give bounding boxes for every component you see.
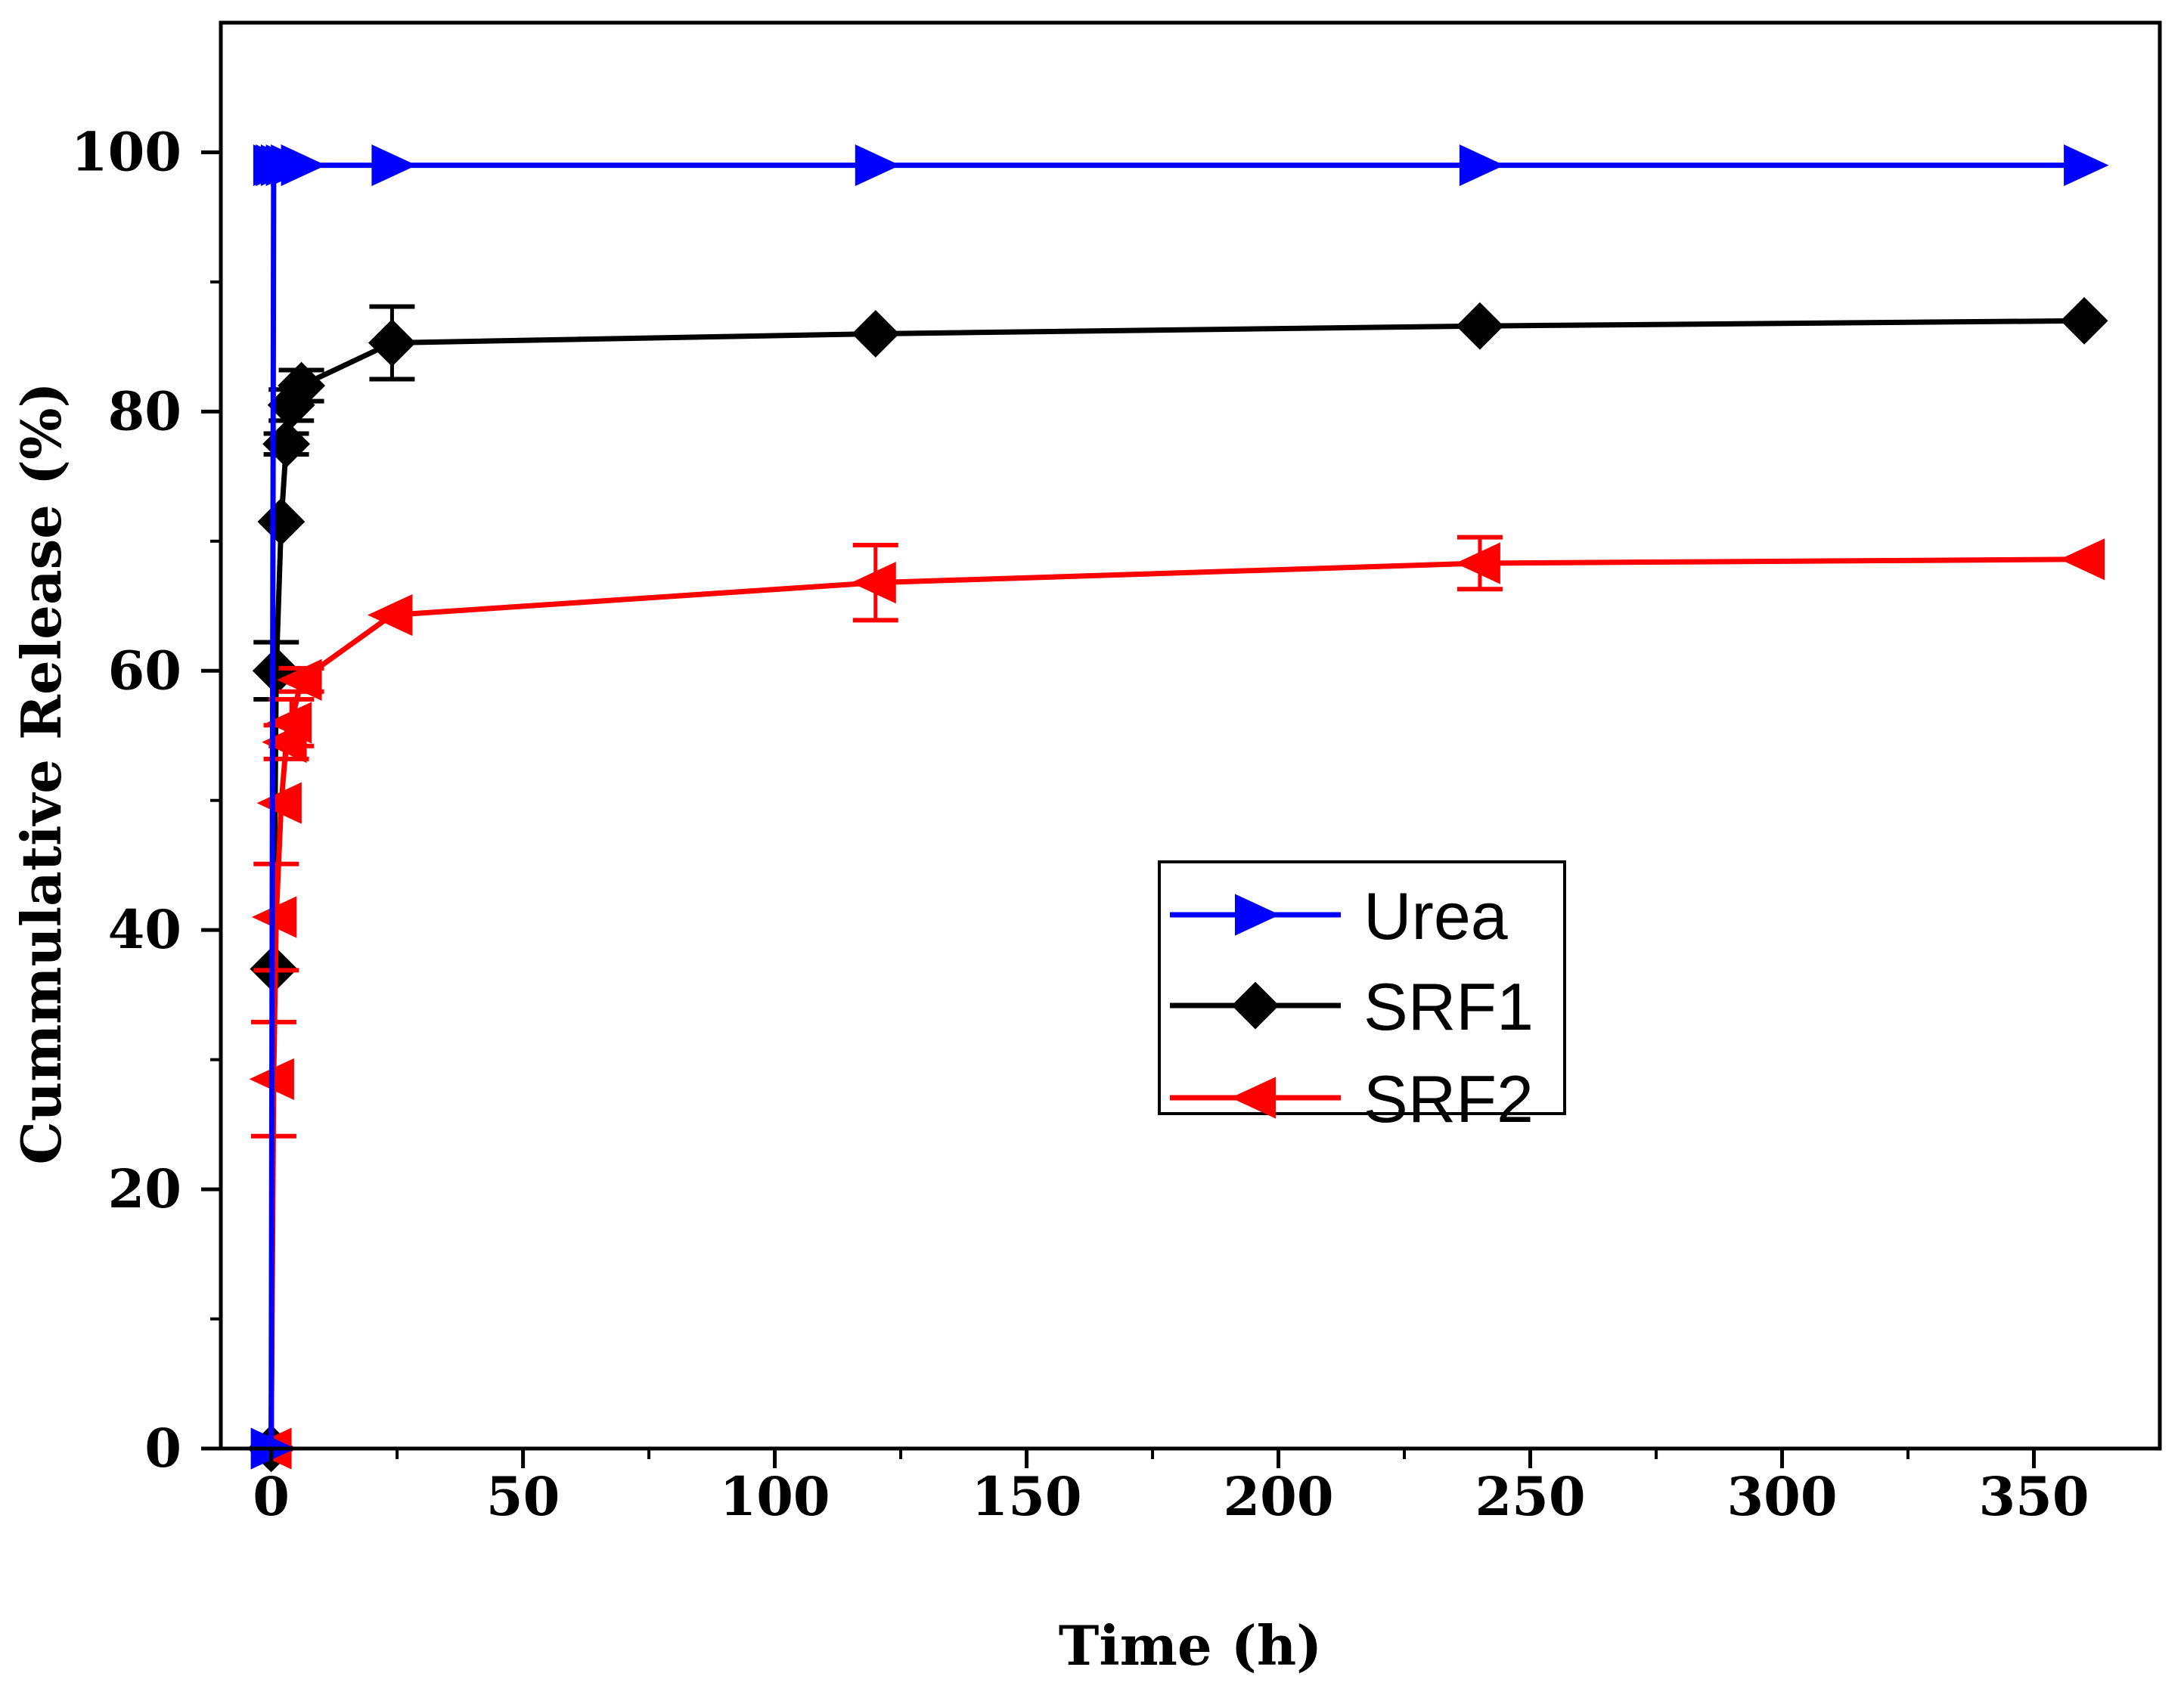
legend-label-urea: Urea bbox=[1363, 878, 1508, 953]
y-tick-label: 100 bbox=[71, 120, 181, 183]
legend-item-srf1: SRF1 bbox=[1170, 969, 1534, 1044]
data-point-srf1 bbox=[278, 361, 326, 410]
x-tick-label: 0 bbox=[253, 1465, 290, 1528]
axes: 0 50 100 150 200 250 300 350 0 20 40 60 80 100 Time (h… bbox=[9, 20, 2162, 1678]
x-tick-label: 250 bbox=[1475, 1465, 1585, 1528]
x-tick-label: 150 bbox=[971, 1465, 1081, 1528]
data-point-urea bbox=[281, 144, 326, 187]
legend-marker-srf1 bbox=[1231, 981, 1280, 1030]
x-tick-label: 50 bbox=[486, 1465, 560, 1528]
y-tick-label: 80 bbox=[108, 380, 181, 442]
data-point-urea bbox=[1459, 144, 1505, 187]
data-point-srf2 bbox=[277, 658, 322, 701]
legend-item-srf2: SRF2 bbox=[1170, 1061, 1534, 1136]
series-srf2 bbox=[247, 535, 2105, 1470]
plot-area bbox=[247, 144, 2109, 1473]
x-axis-title: Time (h) bbox=[1059, 1613, 1322, 1678]
x-tick-label: 300 bbox=[1726, 1465, 1837, 1528]
data-point-srf2 bbox=[266, 702, 312, 744]
series-line-urea bbox=[268, 163, 2085, 1449]
data-point-srf1 bbox=[2060, 296, 2108, 345]
legend-item-urea: Urea bbox=[1170, 878, 1508, 953]
y-tick-label: 40 bbox=[108, 898, 181, 961]
x-tick-label: 350 bbox=[1978, 1465, 2089, 1528]
x-tick-label: 200 bbox=[1223, 1465, 1333, 1528]
series-urea bbox=[250, 144, 2109, 1470]
data-point-urea bbox=[371, 144, 417, 187]
y-tick-label: 0 bbox=[144, 1417, 181, 1480]
data-point-srf1 bbox=[262, 420, 311, 468]
data-point-srf1 bbox=[852, 310, 900, 358]
data-point-srf1 bbox=[1456, 302, 1504, 350]
y-tick-label: 20 bbox=[108, 1157, 181, 1220]
data-point-srf2 bbox=[368, 593, 413, 637]
legend-box bbox=[1158, 860, 1566, 1115]
legend-marker-urea bbox=[1235, 894, 1280, 936]
data-point-srf2 bbox=[1455, 542, 1500, 584]
legend-label-srf1: SRF1 bbox=[1363, 969, 1534, 1044]
data-point-srf2 bbox=[256, 782, 302, 824]
data-point-srf2 bbox=[2059, 538, 2105, 581]
x-tick-label: 100 bbox=[720, 1465, 830, 1528]
legend-label-srf2: SRF2 bbox=[1363, 1061, 1534, 1136]
plot-frame bbox=[219, 20, 2162, 1451]
data-point-srf1 bbox=[368, 319, 416, 367]
data-point-urea bbox=[855, 144, 901, 187]
data-point-srf1 bbox=[257, 497, 306, 546]
legend-marker-srf2 bbox=[1230, 1077, 1276, 1119]
legend: Urea SRF1 SRF2 bbox=[1158, 860, 1566, 1136]
data-point-srf2 bbox=[851, 562, 896, 604]
y-tick-label: 60 bbox=[108, 639, 181, 702]
data-point-urea bbox=[2064, 144, 2109, 187]
y-axis-title: Cummulative Release (%) bbox=[9, 382, 73, 1164]
